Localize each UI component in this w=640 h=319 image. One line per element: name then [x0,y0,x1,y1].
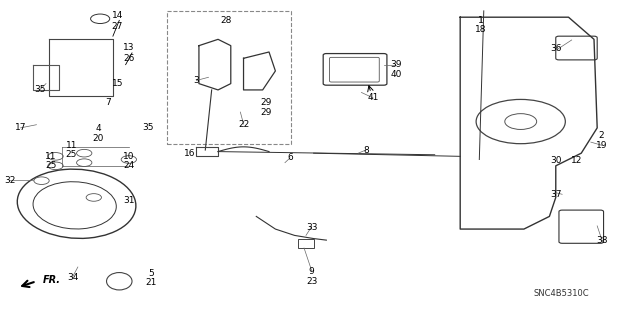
Text: 23: 23 [306,277,317,286]
Text: 33: 33 [306,223,317,232]
Text: 20: 20 [93,134,104,144]
Text: 30: 30 [550,156,561,165]
Text: 37: 37 [550,190,561,199]
Text: 36: 36 [550,44,561,53]
Bar [298,239,314,248]
Text: 29: 29 [260,108,271,117]
Text: 2: 2 [599,131,604,140]
Text: 21: 21 [145,278,157,287]
Text: 28: 28 [220,16,232,25]
Bar [167,11,291,144]
Text: 35: 35 [34,85,45,94]
Text: 39: 39 [390,60,402,69]
Text: 25: 25 [66,150,77,159]
Text: 26: 26 [123,54,134,63]
Text: 11: 11 [45,152,57,161]
Text: 15: 15 [111,79,123,88]
Text: 10: 10 [123,152,134,161]
Text: 5: 5 [148,270,154,278]
Text: 9: 9 [309,267,315,276]
Text: 7: 7 [106,98,111,107]
Text: 16: 16 [184,149,195,158]
Text: SNC4B5310C: SNC4B5310C [534,289,589,298]
Text: 11: 11 [66,141,77,150]
Text: FR.: FR. [43,275,61,285]
Text: 4: 4 [95,124,101,133]
Text: 34: 34 [67,273,79,282]
Text: 24: 24 [124,161,134,170]
Text: 3: 3 [193,76,199,85]
Text: 17: 17 [15,123,26,132]
Text: 22: 22 [238,120,249,129]
Text: 41: 41 [367,93,379,102]
Text: 13: 13 [123,43,134,52]
Text: 40: 40 [391,70,402,78]
Text: 32: 32 [4,175,16,185]
Text: 31: 31 [123,196,134,205]
Text: 1: 1 [477,16,483,25]
Text: 18: 18 [475,25,486,34]
Text: 27: 27 [111,22,123,31]
Text: 6: 6 [287,153,293,162]
Text: 29: 29 [260,98,271,107]
Text: 14: 14 [111,11,123,20]
Text: 35: 35 [142,123,154,132]
Text: 19: 19 [596,141,607,150]
Text: 12: 12 [571,156,582,165]
Text: 38: 38 [596,236,607,245]
Text: 25: 25 [45,161,57,170]
Text: 8: 8 [363,145,369,154]
